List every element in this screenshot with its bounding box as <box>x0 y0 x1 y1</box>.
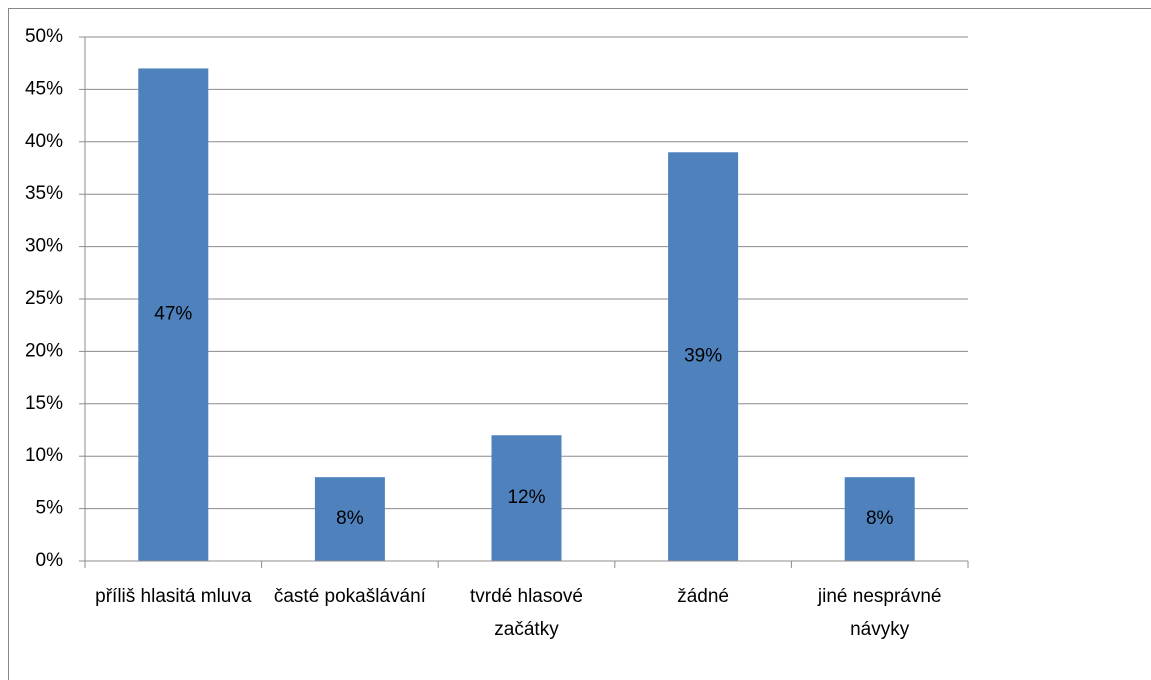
bar <box>138 68 209 561</box>
x-tick-label: časté pokašlávání <box>273 586 426 607</box>
y-tick-label: 5% <box>36 498 64 519</box>
x-tick-label: žádné <box>677 586 729 607</box>
data-label: 47% <box>154 304 192 325</box>
x-tick-label: jiné nesprávné návyky <box>817 586 942 640</box>
y-tick-label: 15% <box>25 393 63 414</box>
x-tick-label: příliš hlasitá mluva <box>95 586 252 607</box>
chart-border <box>8 8 1151 680</box>
data-label: 8% <box>866 508 894 529</box>
y-tick-label: 45% <box>25 78 63 99</box>
y-tick-label: 40% <box>25 131 63 152</box>
y-tick-label: 10% <box>25 445 63 466</box>
data-label: 12% <box>507 487 545 508</box>
data-label: 8% <box>336 508 364 529</box>
bar <box>668 152 739 561</box>
y-tick-label: 50% <box>25 26 63 47</box>
x-tick-label: tvrdé hlasové začátky <box>469 586 583 640</box>
bar <box>491 435 562 561</box>
y-tick-label: 20% <box>25 340 63 361</box>
y-tick-label: 0% <box>36 550 64 571</box>
y-tick-label: 30% <box>25 236 63 257</box>
bar <box>844 477 915 561</box>
data-label: 39% <box>684 346 722 367</box>
bar <box>314 477 385 561</box>
y-tick-label: 25% <box>25 288 63 309</box>
y-tick-label: 35% <box>25 183 63 204</box>
